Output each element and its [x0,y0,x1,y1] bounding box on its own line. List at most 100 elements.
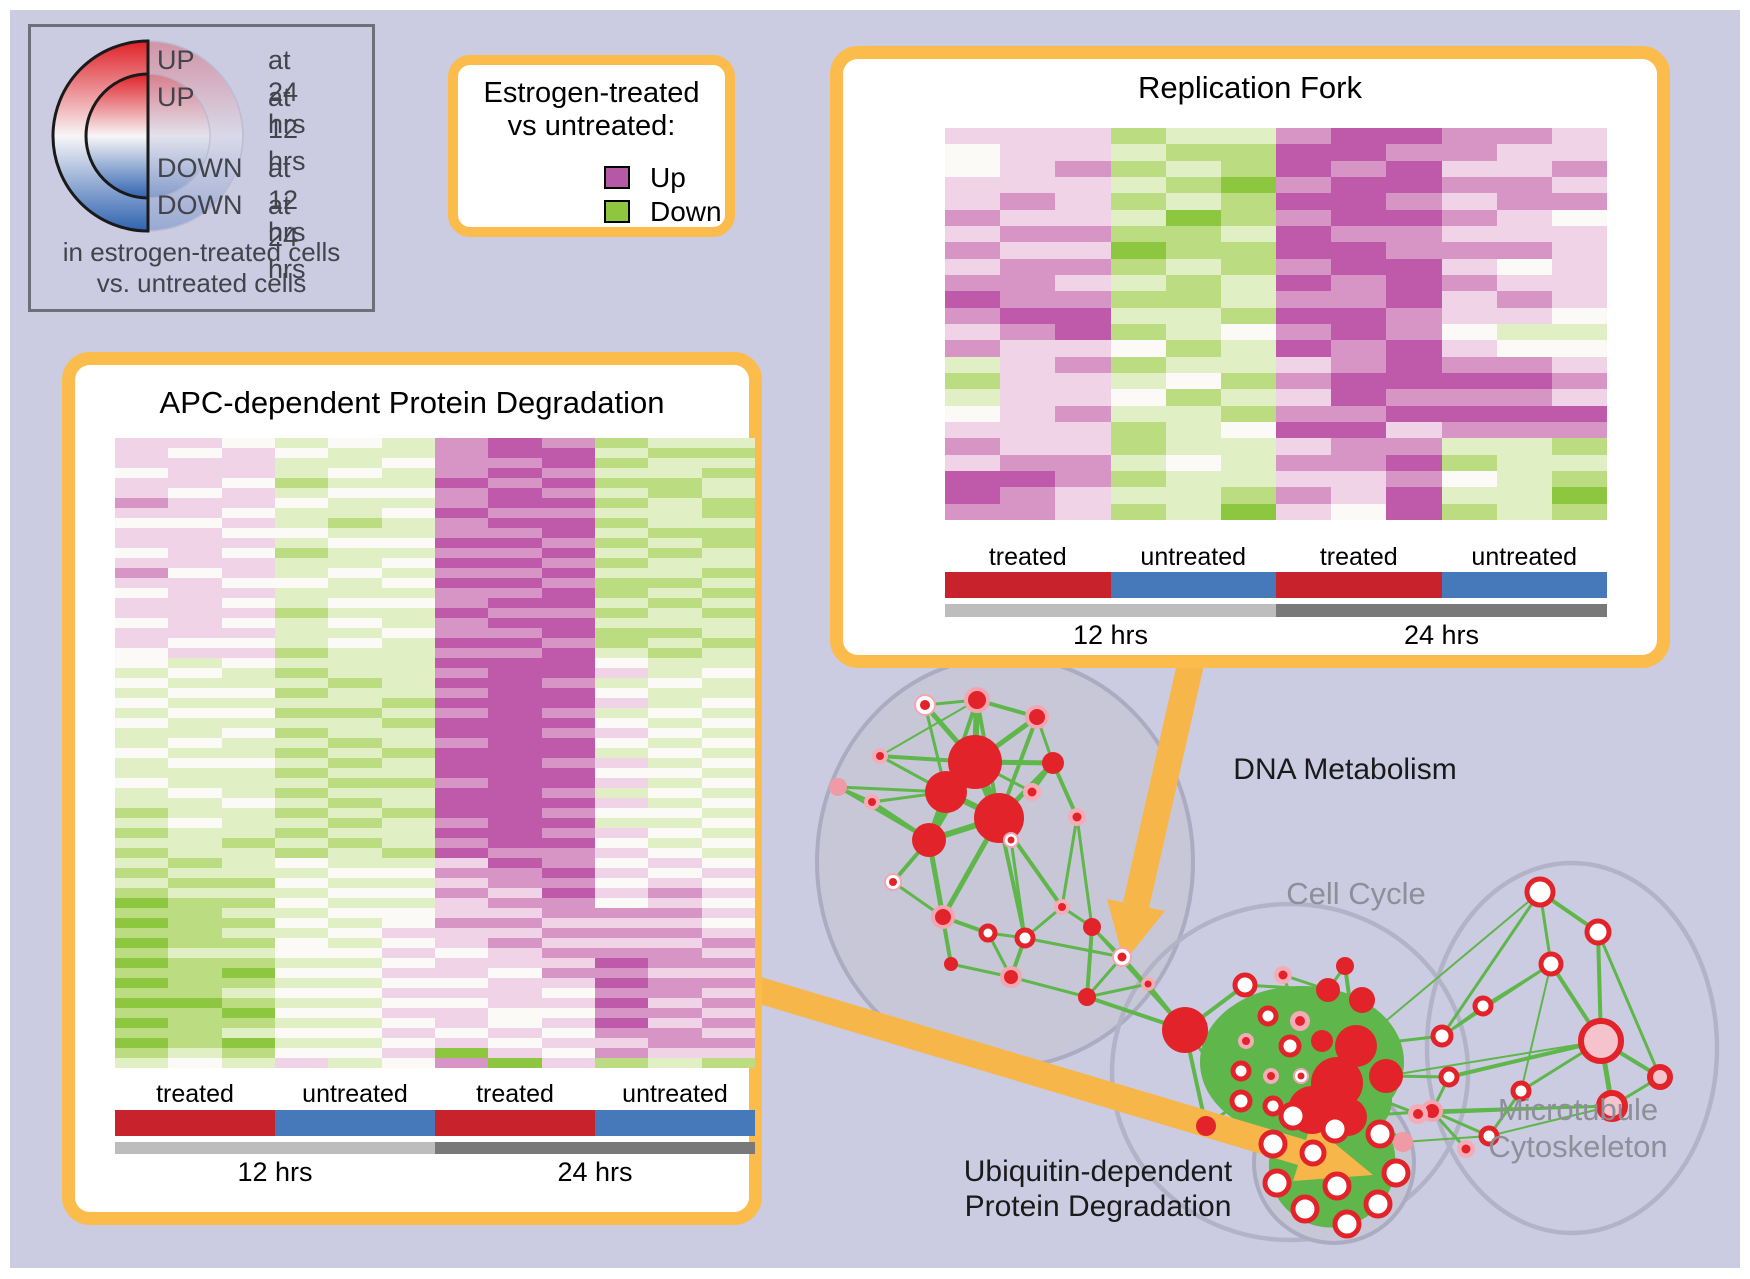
panel-title: Replication Fork [1138,70,1362,105]
heatmap-cell [1055,144,1111,161]
heatmap-cell [328,588,382,598]
time-label: 12 hrs [237,1157,313,1187]
heatmap-cell [434,968,489,978]
heatmap-cell [594,548,649,558]
heatmap-cell [701,658,755,668]
heatmap-cell [1165,177,1221,194]
heatmap-cell [701,768,755,778]
heatmap-cell [221,828,275,838]
time-label: at 24 hrs [268,45,306,139]
heatmap-cell [1386,193,1442,210]
heatmap-cell [1276,193,1332,210]
heatmap-cell [1331,275,1387,292]
heatmap-cell [594,908,649,918]
heatmap-cell [221,648,275,658]
heatmap-cell [381,448,435,458]
network-node [1299,1139,1327,1167]
heatmap-cell [168,938,222,948]
heatmap-cell [434,838,489,848]
heatmap-cell [488,828,542,838]
heatmap-cell [115,748,169,758]
heatmap-cell [328,818,382,828]
heatmap-cell [1000,471,1056,488]
heatmap-cell [168,688,222,698]
heatmap-cell [381,708,435,718]
network-node [1381,1158,1411,1188]
heatmap-cell [434,738,489,748]
heatmap-cell [1165,487,1221,504]
heatmap-cell [434,718,489,728]
heatmap-cell [168,858,222,868]
heatmap-cell [1551,324,1607,341]
heatmap-cell [274,638,329,648]
heatmap-cell [488,868,542,878]
heatmap-cell [434,898,489,908]
heatmap-cell [274,548,329,558]
heatmap-cell [1220,373,1276,390]
heatmap-cell [701,528,755,538]
condition-bar-segment [275,1110,435,1136]
heatmap-cell [1165,438,1221,455]
network-node-core [868,798,876,806]
heatmap-cell [945,373,1001,390]
heatmap-cell [701,948,755,958]
heatmap-cell [701,978,755,988]
heatmap-cell [1055,307,1111,324]
heatmap-cell [381,778,435,788]
heatmap-cell [701,538,755,548]
heatmap-cell [701,688,755,698]
network-node [1083,918,1101,936]
heatmap-cell [328,948,382,958]
heatmap-cell [541,928,595,938]
heatmap-cell [434,698,489,708]
heatmap-cell [1220,356,1276,373]
heatmap-cell [1276,177,1332,194]
heatmap-cell [328,768,382,778]
arrow-shaft-apc-to-ubiquitin [746,975,1306,1165]
heatmap-cell [488,888,542,898]
condition-label: untreated [622,1080,728,1108]
heatmap-cell [274,978,329,988]
heatmap-cell [168,508,222,518]
heatmap-cell [168,978,222,988]
heatmap-cell [381,568,435,578]
heatmap-cell [274,678,329,688]
heatmap-cell [1110,373,1166,390]
heatmap-cell [1441,389,1497,406]
heatmap-cell [1386,128,1442,145]
network-node-core [1058,903,1066,911]
heatmap-cell [274,808,329,818]
heatmap-cell [1441,405,1497,422]
heatmap-cell [381,508,435,518]
heatmap-cell [274,488,329,498]
heatmap-cell [594,708,649,718]
heatmap-cell [701,498,755,508]
heatmap-cell [1441,226,1497,243]
heatmap-cell [1110,209,1166,226]
heatmap-cell [1331,291,1387,308]
heatmap-cell [1331,242,1387,259]
heatmap-cell [594,558,649,568]
heatmap-cell [381,458,435,468]
heatmap-cell [701,928,755,938]
heatmap-cell [115,828,169,838]
heatmap-cell [541,788,595,798]
heatmap-cell [648,478,702,488]
network-edge [1402,1135,1490,1143]
heatmap-cell [488,648,542,658]
heatmap-cell [1055,422,1111,439]
heatmap-cell [945,307,1001,324]
heatmap-cell [168,548,222,558]
heatmap-cell [274,858,329,868]
heatmap-cell [488,918,542,928]
heatmap-cell [1551,389,1607,406]
heatmap-cell [594,838,649,848]
heatmap-cell [1551,226,1607,243]
heatmap-cell [1386,487,1442,504]
heatmap-cell [1165,275,1221,292]
heatmap-cell [945,144,1001,161]
heatmap-cell [381,888,435,898]
heatmap-cell [328,738,382,748]
heatmap-cell [1276,340,1332,357]
